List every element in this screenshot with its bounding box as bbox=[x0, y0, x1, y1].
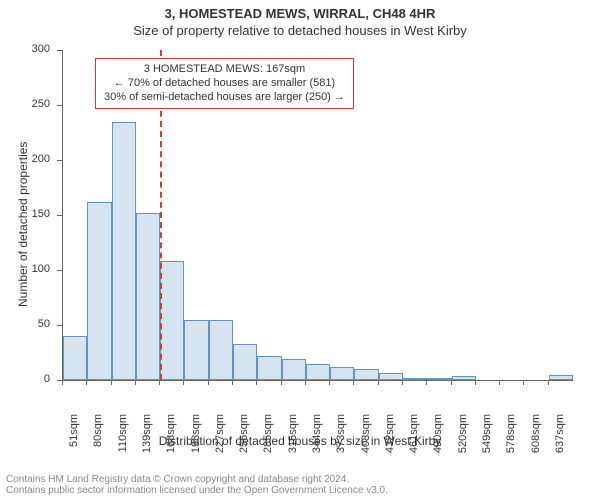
x-tick-mark bbox=[329, 380, 330, 385]
histogram-bar bbox=[330, 367, 354, 380]
y-axis-label: Number of detached properties bbox=[16, 142, 30, 307]
y-tick-label: 100 bbox=[0, 263, 50, 275]
annotation-line: 3 HOMESTEAD MEWS: 167sqm bbox=[104, 63, 345, 77]
histogram-bar bbox=[306, 364, 330, 381]
y-tick-label: 300 bbox=[0, 43, 50, 55]
footer-attribution: Contains HM Land Registry data © Crown c… bbox=[6, 474, 388, 496]
histogram-bar bbox=[549, 375, 573, 381]
x-tick-mark bbox=[402, 380, 403, 385]
x-tick-mark bbox=[451, 380, 452, 385]
y-tick-label: 50 bbox=[0, 318, 50, 330]
histogram-bar bbox=[63, 336, 87, 380]
histogram-bar bbox=[209, 320, 233, 381]
histogram-bar bbox=[282, 359, 306, 380]
histogram-bar bbox=[136, 213, 160, 380]
x-tick-mark bbox=[135, 380, 136, 385]
footer-line: Contains public sector information licen… bbox=[6, 485, 388, 496]
histogram-bar bbox=[452, 376, 476, 380]
x-tick-mark bbox=[378, 380, 379, 385]
x-tick-mark bbox=[183, 380, 184, 385]
x-tick-mark bbox=[305, 380, 306, 385]
y-tick-label: 200 bbox=[0, 153, 50, 165]
annotation-line: ← 70% of detached houses are smaller (58… bbox=[104, 77, 345, 91]
x-tick-mark bbox=[426, 380, 427, 385]
y-tick-label: 150 bbox=[0, 208, 50, 220]
histogram-bar bbox=[379, 373, 403, 380]
x-tick-mark bbox=[475, 380, 476, 385]
plot-area: 3 HOMESTEAD MEWS: 167sqm← 70% of detache… bbox=[62, 50, 573, 381]
x-tick-mark bbox=[353, 380, 354, 385]
x-tick-mark bbox=[62, 380, 63, 385]
histogram-bar bbox=[427, 378, 451, 380]
histogram-bar bbox=[87, 202, 111, 380]
annotation-box: 3 HOMESTEAD MEWS: 167sqm← 70% of detache… bbox=[95, 58, 354, 109]
histogram-bar bbox=[233, 344, 257, 380]
x-tick-mark bbox=[499, 380, 500, 385]
footer-line: Contains HM Land Registry data © Crown c… bbox=[6, 474, 388, 485]
histogram-bar bbox=[354, 369, 378, 380]
x-tick-mark bbox=[548, 380, 549, 385]
histogram-bar bbox=[184, 320, 208, 381]
histogram-bar bbox=[403, 378, 427, 380]
chart-title-line2: Size of property relative to detached ho… bbox=[0, 21, 600, 38]
x-tick-mark bbox=[256, 380, 257, 385]
x-tick-mark bbox=[86, 380, 87, 385]
y-tick-label: 250 bbox=[0, 98, 50, 110]
x-axis-label: Distribution of detached houses by size … bbox=[0, 434, 600, 448]
x-tick-mark bbox=[208, 380, 209, 385]
annotation-line: 30% of semi-detached houses are larger (… bbox=[104, 91, 345, 105]
y-tick-label: 0 bbox=[0, 373, 50, 385]
x-tick-mark bbox=[523, 380, 524, 385]
chart-title-line1: 3, HOMESTEAD MEWS, WIRRAL, CH48 4HR bbox=[0, 0, 600, 21]
x-tick-mark bbox=[281, 380, 282, 385]
chart-container: 3, HOMESTEAD MEWS, WIRRAL, CH48 4HR Size… bbox=[0, 0, 600, 500]
histogram-bar bbox=[257, 356, 281, 380]
x-tick-mark bbox=[159, 380, 160, 385]
histogram-bar bbox=[160, 261, 184, 380]
x-tick-mark bbox=[111, 380, 112, 385]
histogram-bar bbox=[112, 122, 136, 381]
x-tick-mark bbox=[232, 380, 233, 385]
